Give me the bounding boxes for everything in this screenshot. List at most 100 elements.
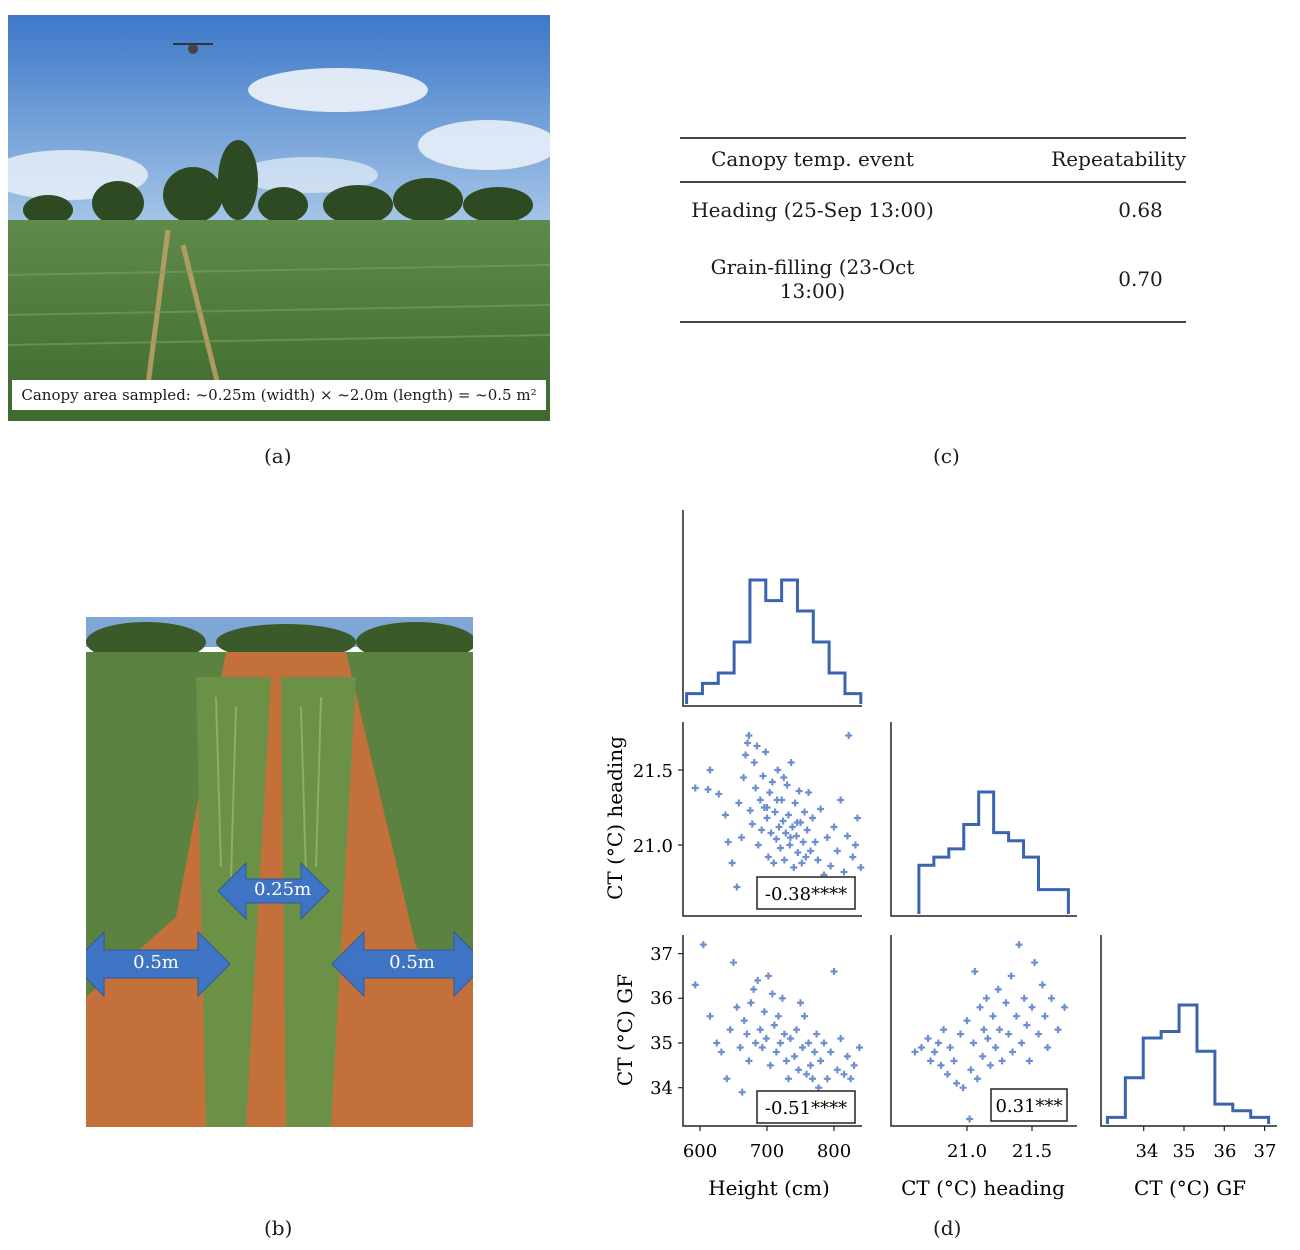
row-spacing-photo: 0.25m 0.5m 0.5m bbox=[86, 617, 473, 1127]
scatter-point-height-heading bbox=[802, 853, 810, 861]
panel-label-a: (a) bbox=[264, 444, 292, 468]
scatter-point-height-heading bbox=[768, 778, 776, 786]
scatter-point-heading-gf bbox=[992, 1043, 1000, 1051]
scatter-point-height-gf bbox=[830, 967, 838, 975]
scatter-point-height-heading bbox=[786, 841, 794, 849]
scatter-point-height-gf bbox=[784, 1075, 792, 1083]
scatter-point-height-gf bbox=[815, 1084, 823, 1092]
drone-icon bbox=[173, 43, 213, 54]
scatter-point-height-gf bbox=[776, 1039, 784, 1047]
scatter-point-heading-gf bbox=[1005, 1030, 1013, 1038]
tick-heading-21-5-x: 21.5 bbox=[1012, 1141, 1052, 1162]
scatter-point-height-gf bbox=[699, 941, 707, 949]
arrows-overlay bbox=[86, 861, 473, 998]
scatter-point-height-gf bbox=[743, 1030, 751, 1038]
scatter-point-height-heading bbox=[791, 799, 799, 807]
scatter-point-height-heading bbox=[704, 786, 712, 793]
y-axis-label-gf: CT (°C) GF bbox=[613, 974, 637, 1086]
scatter-point-height-heading bbox=[715, 790, 723, 798]
tick-gf-35-y: 35 bbox=[650, 1033, 673, 1054]
scatter-point-height-gf bbox=[843, 1052, 851, 1060]
tick-height-800: 800 bbox=[817, 1141, 851, 1162]
scatter-point-height-heading bbox=[786, 834, 794, 841]
scatter-point-height-heading bbox=[830, 823, 838, 831]
scatter-point-height-gf bbox=[792, 1026, 800, 1034]
scatter-point-heading-gf bbox=[934, 1039, 942, 1047]
tick-height-700: 700 bbox=[750, 1141, 784, 1162]
scatter-point-height-heading bbox=[764, 853, 772, 861]
x-axis-label-heading: CT (°C) heading bbox=[901, 1176, 1065, 1200]
scatter-point-height-gf bbox=[754, 976, 762, 984]
correlation-heading-gf: 0.31*** bbox=[995, 1096, 1062, 1117]
scatter-point-height-heading bbox=[742, 751, 750, 759]
scatter-point-height-heading bbox=[807, 847, 815, 855]
scatter-point-height-gf bbox=[723, 1075, 731, 1083]
scatter-point-heading-gf bbox=[983, 994, 990, 1002]
scatter-point-height-gf bbox=[717, 1048, 725, 1056]
correlation-box-height-heading bbox=[756, 876, 856, 910]
scatter-point-height-heading bbox=[833, 847, 841, 855]
arrow-center bbox=[217, 861, 330, 921]
scatter-point-height-heading bbox=[817, 805, 825, 813]
scatter-point-height-gf bbox=[764, 972, 772, 980]
scatter-point-height-gf bbox=[745, 1057, 753, 1065]
panel-label-c: (c) bbox=[933, 444, 960, 468]
scatter-point-height-heading bbox=[801, 808, 809, 816]
scatter-point-height-heading bbox=[733, 883, 741, 891]
scatter-point-height-heading bbox=[845, 732, 853, 739]
scatter-point-heading-gf bbox=[971, 967, 979, 975]
scatter-point-height-gf bbox=[805, 1039, 813, 1047]
scatter-point-height-heading bbox=[857, 864, 865, 871]
tick-heading-21-0-y: 21.0 bbox=[633, 836, 673, 857]
scatter-point-height-heading bbox=[794, 849, 802, 856]
scatter-point-heading-gf bbox=[970, 1039, 977, 1047]
scatter-point-height-heading bbox=[770, 859, 778, 867]
scatter-point-height-heading bbox=[767, 829, 775, 837]
scatter-point-height-gf bbox=[756, 1026, 764, 1034]
histogram-heading bbox=[917, 790, 1070, 914]
scatter-point-heading-gf bbox=[946, 1043, 954, 1051]
panel-label-d: (d) bbox=[933, 1216, 962, 1240]
correlation-box-height-gf bbox=[756, 1090, 856, 1124]
scatter-point-height-gf bbox=[758, 1043, 766, 1051]
scatter-point-height-gf bbox=[837, 1035, 845, 1043]
scatter-point-heading-gf bbox=[976, 1003, 984, 1011]
scatter-point-heading-gf bbox=[1031, 959, 1039, 967]
scatter-point-heading-gf bbox=[927, 1057, 935, 1065]
table-row: Heading (25-Sep 13:00) 0.68 bbox=[680, 182, 1186, 240]
scatter-point-height-heading bbox=[795, 787, 803, 795]
scatter-point-height-gf bbox=[827, 1048, 835, 1056]
scatter-point-height-heading bbox=[740, 774, 748, 781]
scatter-point-height-heading bbox=[706, 766, 714, 774]
scatter-point-heading-gf bbox=[1025, 1057, 1033, 1065]
scatter-point-height-heading bbox=[763, 804, 771, 811]
tick-heading-21-5-y: 21.5 bbox=[633, 761, 673, 782]
scatter-point-height-heading bbox=[776, 844, 784, 852]
correlation-height-gf: -0.51**** bbox=[765, 1098, 847, 1119]
column-header-event: Canopy temp. event bbox=[680, 137, 945, 183]
y-axis-label-heading: CT (°C) heading bbox=[603, 736, 627, 900]
arrow-right bbox=[331, 930, 473, 998]
scatter-point-height-heading bbox=[772, 835, 780, 843]
scatter-point-height-gf bbox=[847, 1075, 855, 1083]
scatter-point-heading-gf bbox=[1012, 1012, 1020, 1020]
scatter-point-height-heading bbox=[738, 834, 746, 841]
histogram-height bbox=[685, 578, 863, 704]
scatter-point-heading-gf bbox=[1035, 1030, 1042, 1038]
scatter-point-heading-gf bbox=[1023, 1021, 1031, 1029]
scatter-point-height-gf bbox=[752, 1039, 760, 1047]
scatter-point-height-gf bbox=[782, 1057, 790, 1065]
scatter-point-height-heading bbox=[783, 781, 791, 789]
scatter-point-height-heading bbox=[811, 838, 819, 846]
scatter-point-height-heading bbox=[691, 784, 699, 792]
scatter-point-height-gf bbox=[799, 1043, 807, 1051]
scatter-point-height-heading bbox=[790, 864, 798, 871]
scatter-point-height-heading bbox=[774, 766, 782, 774]
scatter-point-height-gf bbox=[786, 1035, 794, 1043]
table-header-row: Canopy temp. event Repeatability bbox=[680, 137, 1186, 183]
scatter-point-height-gf bbox=[772, 1048, 780, 1056]
scatter-point-height-heading bbox=[771, 808, 779, 816]
table-cell-event: Grain-filling (23-Oct 13:00) bbox=[680, 240, 945, 323]
table-cell-event: Heading (25-Sep 13:00) bbox=[691, 198, 934, 222]
